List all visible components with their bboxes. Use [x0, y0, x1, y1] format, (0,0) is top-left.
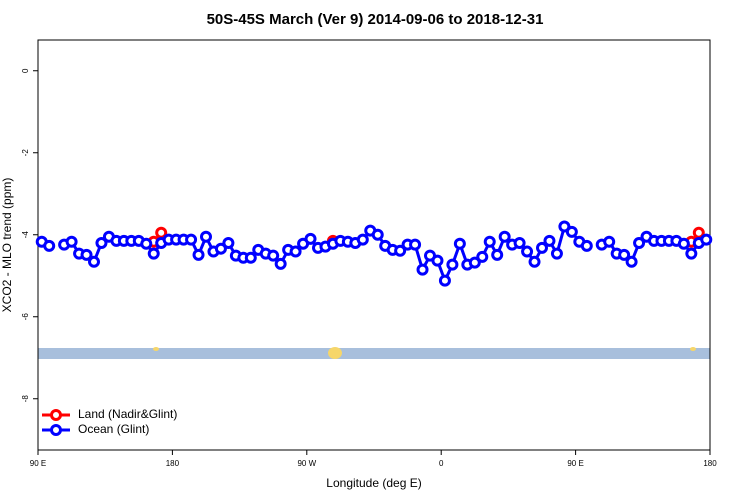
point	[185, 233, 198, 246]
point	[558, 220, 571, 233]
legend-label: Ocean (Glint)	[78, 422, 149, 436]
point	[65, 235, 78, 248]
point	[476, 250, 489, 263]
point	[222, 236, 235, 249]
point	[521, 245, 534, 258]
point	[88, 255, 100, 268]
point	[625, 255, 638, 268]
point	[550, 247, 563, 260]
point	[700, 233, 713, 246]
y-axis-label: XCO2 - MLO trend (ppm)	[0, 178, 14, 313]
point	[536, 241, 548, 254]
y-tick-label: -8	[21, 395, 30, 403]
x-axis-label: Longitude (deg E)	[326, 476, 421, 490]
chart-title: 50S-45S March (Ver 9) 2014-09-06 to 2018…	[207, 11, 544, 28]
land-speck	[328, 347, 342, 359]
point	[304, 232, 317, 245]
land-speck	[690, 347, 696, 351]
point	[214, 242, 227, 255]
surface-strip	[38, 348, 710, 359]
point	[267, 249, 280, 262]
point	[685, 247, 698, 260]
x-tick-label: 0	[439, 459, 444, 468]
x-tick-label: 90 E	[567, 459, 583, 468]
point	[603, 235, 616, 248]
legend-label: Land (Nadir&Glint)	[78, 407, 177, 421]
point	[580, 239, 593, 252]
point	[356, 233, 369, 246]
point	[633, 236, 646, 249]
point	[147, 247, 160, 260]
point	[274, 257, 287, 270]
point	[431, 254, 444, 267]
x-tick-label: 180	[703, 459, 717, 468]
x-tick-label: 90 E	[30, 459, 46, 468]
point	[498, 230, 511, 243]
point	[140, 237, 153, 250]
y-tick-label: -4	[21, 231, 30, 239]
legend-marker	[50, 409, 62, 421]
point	[446, 258, 459, 271]
point	[491, 248, 504, 261]
point	[528, 255, 541, 268]
point	[80, 248, 93, 261]
point	[200, 230, 212, 243]
point	[409, 238, 422, 251]
point	[95, 236, 108, 249]
y-tick-label: 0	[21, 68, 30, 73]
y-tick-label: -6	[21, 313, 30, 321]
x-tick-label: 90 W	[297, 459, 316, 468]
point	[677, 237, 690, 250]
point	[438, 274, 451, 287]
point	[192, 248, 205, 261]
point	[394, 244, 407, 257]
point	[43, 239, 56, 252]
point	[565, 225, 578, 238]
point	[416, 263, 429, 276]
x-tick-label: 180	[166, 459, 180, 468]
point	[468, 256, 481, 269]
y-tick-label: -2	[21, 149, 30, 157]
point	[483, 235, 496, 248]
point	[513, 236, 526, 249]
point	[244, 251, 257, 264]
legend-marker	[50, 424, 62, 436]
land-speck	[153, 347, 159, 351]
point	[543, 234, 556, 247]
point	[289, 245, 302, 258]
point	[618, 248, 631, 261]
point	[371, 228, 384, 241]
point	[453, 237, 466, 250]
